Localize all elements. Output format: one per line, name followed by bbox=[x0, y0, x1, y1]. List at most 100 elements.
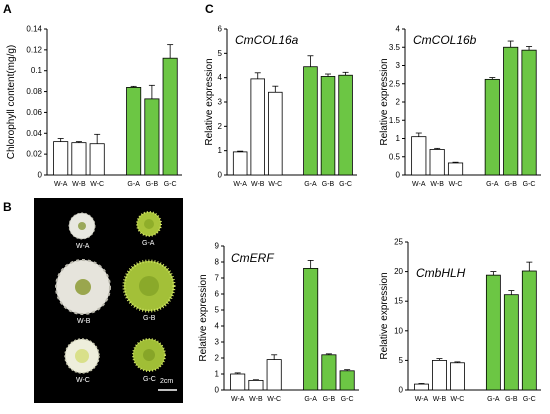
category-label: W-A bbox=[412, 181, 426, 188]
y-tick-label: 1 bbox=[218, 146, 223, 155]
y-tick-label: 6 bbox=[215, 290, 220, 299]
category-label: W-A bbox=[54, 181, 68, 188]
flower-g-a bbox=[136, 211, 162, 237]
y-axis-label: Relative expression bbox=[379, 58, 390, 145]
category-label: G-C bbox=[339, 181, 352, 188]
y-tick-label: 0.06 bbox=[26, 108, 42, 117]
category-label: W-A bbox=[233, 181, 247, 188]
flower-w-b bbox=[55, 259, 111, 315]
category-label: G-A bbox=[304, 181, 317, 188]
y-tick-label: 4 bbox=[396, 25, 401, 34]
bar-w-a bbox=[414, 383, 429, 391]
category-label: G-B bbox=[322, 181, 335, 188]
y-tick-label: 4 bbox=[215, 322, 220, 331]
category-label: G-A bbox=[486, 181, 499, 188]
flower-g-b bbox=[122, 259, 176, 313]
category-label: W-C bbox=[268, 181, 282, 188]
bar-g-b bbox=[503, 294, 519, 391]
y-tick-label: 3 bbox=[218, 98, 223, 107]
y-axis-label: Relative expression bbox=[204, 58, 215, 145]
y-axis-label: Chlorophyll content(mg/g) bbox=[6, 45, 17, 160]
y-tick-label: 0.08 bbox=[26, 87, 42, 96]
bar-g-c bbox=[521, 270, 537, 391]
y-tick-label: 6 bbox=[218, 25, 223, 34]
category-label: W-C bbox=[267, 396, 281, 403]
flower-label-w-c: W-C bbox=[76, 377, 90, 384]
y-tick-label: 15 bbox=[394, 297, 403, 306]
category-label: G-B bbox=[146, 181, 159, 188]
panel-letter-c: C bbox=[205, 2, 214, 16]
bar-g-a bbox=[485, 274, 501, 391]
category-label: W-B bbox=[251, 181, 265, 188]
chart-title: CmCOL16b bbox=[413, 33, 477, 47]
flower-drawing bbox=[55, 211, 177, 391]
y-tick-label: 0.04 bbox=[26, 129, 42, 138]
category-label: W-A bbox=[415, 396, 429, 403]
category-label: G-C bbox=[523, 181, 536, 188]
y-tick-label: 3 bbox=[396, 61, 401, 70]
y-tick-label: 5 bbox=[215, 306, 220, 315]
category-label: G-A bbox=[487, 396, 500, 403]
flower-label-w-a: W-A bbox=[76, 243, 90, 250]
category-label: G-A bbox=[127, 181, 140, 188]
y-tick-label: 0.1 bbox=[31, 66, 43, 75]
y-tick-label: 0 bbox=[215, 386, 220, 395]
y-axis-label: Relative expression bbox=[379, 272, 390, 359]
category-label: W-A bbox=[231, 396, 245, 403]
category-label: W-B bbox=[72, 181, 86, 188]
y-tick-label: 3.5 bbox=[389, 43, 401, 52]
y-tick-label: 25 bbox=[394, 238, 403, 247]
y-tick-label: 2 bbox=[396, 98, 401, 107]
category-label: G-A bbox=[304, 396, 317, 403]
bar-w-c bbox=[450, 362, 465, 391]
chart-title: CmbHLH bbox=[416, 266, 466, 280]
category-label: G-C bbox=[164, 181, 177, 188]
flower-g-c bbox=[132, 338, 166, 372]
y-tick-label: 5 bbox=[399, 356, 404, 365]
flower-w-c bbox=[64, 338, 100, 374]
y-tick-label: 0.02 bbox=[26, 150, 42, 159]
category-label: W-B bbox=[433, 396, 447, 403]
y-tick-label: 10 bbox=[394, 326, 403, 335]
category-label: G-C bbox=[341, 396, 354, 403]
y-tick-label: 1.5 bbox=[389, 116, 401, 125]
y-tick-label: 9 bbox=[215, 242, 220, 251]
y-tick-label: 0 bbox=[38, 171, 43, 180]
y-tick-label: 0 bbox=[399, 386, 404, 395]
flower-label-w-b: W-B bbox=[77, 318, 91, 325]
category-label: G-C bbox=[523, 396, 536, 403]
flower-label-g-c: G-C bbox=[143, 376, 156, 383]
category-label: W-B bbox=[430, 181, 444, 188]
flower-photo: W-A G-A W-B G-B W-C G-C 2cm bbox=[34, 198, 183, 403]
y-tick-label: 3 bbox=[215, 338, 220, 347]
bar-w-b bbox=[432, 359, 447, 391]
y-axis-label: Relative expression bbox=[198, 274, 209, 361]
y-tick-label: 5 bbox=[218, 49, 223, 58]
y-tick-label: 0.12 bbox=[26, 45, 42, 54]
y-tick-label: 0 bbox=[396, 171, 401, 180]
y-tick-label: 8 bbox=[215, 258, 220, 267]
chart-title: CmCOL16a bbox=[235, 33, 299, 47]
category-label: G-B bbox=[504, 181, 517, 188]
category-label: W-C bbox=[450, 396, 464, 403]
panel-letter-a: A bbox=[3, 2, 12, 16]
scale-label: 2cm bbox=[160, 378, 174, 385]
y-tick-label: 7 bbox=[215, 274, 220, 283]
category-label: G-B bbox=[505, 396, 518, 403]
y-tick-label: 0.14 bbox=[26, 25, 42, 34]
y-tick-label: 20 bbox=[394, 267, 403, 276]
chart-title: CmERF bbox=[231, 251, 274, 265]
y-tick-label: 2 bbox=[215, 354, 220, 363]
y-tick-label: 0 bbox=[218, 171, 223, 180]
flower-label-g-b: G-B bbox=[143, 315, 156, 322]
y-tick-label: 1 bbox=[396, 134, 401, 143]
y-tick-label: 4 bbox=[218, 73, 223, 82]
flower-w-a bbox=[68, 212, 96, 240]
category-label: W-B bbox=[249, 396, 263, 403]
category-label: W-C bbox=[90, 181, 104, 188]
